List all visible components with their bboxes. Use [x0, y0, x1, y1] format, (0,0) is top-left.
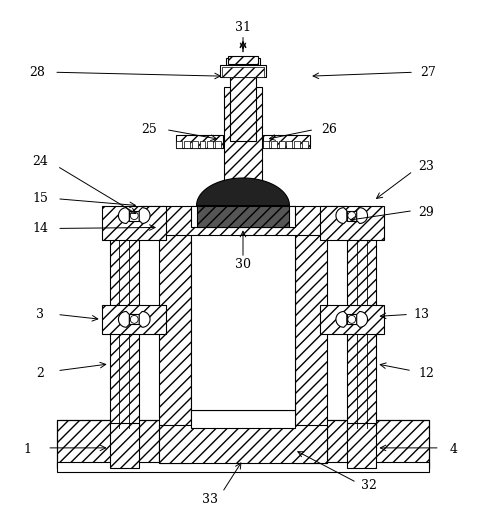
Bar [220, 65, 266, 77]
Text: 33: 33 [202, 493, 218, 506]
Bar [191, 142, 197, 148]
Text: 15: 15 [33, 192, 48, 205]
Bar [271, 142, 277, 148]
Text: 30: 30 [235, 259, 251, 271]
Bar [102, 206, 166, 240]
Text: 24: 24 [33, 155, 48, 167]
Text: 12: 12 [418, 367, 434, 380]
Text: 25: 25 [141, 123, 157, 136]
Bar [320, 206, 384, 240]
Bar [159, 225, 191, 463]
Polygon shape [357, 312, 367, 328]
Bar [176, 135, 223, 148]
Text: 3: 3 [36, 308, 44, 321]
Bar [295, 142, 300, 148]
Bar [347, 423, 377, 467]
Bar [184, 142, 190, 148]
Bar [224, 87, 262, 206]
Polygon shape [357, 208, 367, 224]
Bar [176, 142, 182, 148]
Polygon shape [139, 208, 150, 224]
Bar [109, 423, 139, 467]
Text: 14: 14 [33, 222, 48, 235]
Bar [226, 58, 260, 68]
Text: 31: 31 [235, 21, 251, 34]
Bar [347, 314, 357, 324]
Text: 27: 27 [420, 66, 436, 79]
Text: 23: 23 [418, 160, 434, 173]
Text: 29: 29 [418, 206, 434, 219]
Polygon shape [196, 178, 290, 206]
Text: 13: 13 [414, 308, 430, 321]
Text: 4: 4 [450, 444, 457, 456]
Circle shape [348, 315, 356, 323]
Bar [263, 142, 269, 148]
Polygon shape [336, 312, 347, 328]
Bar [191, 206, 295, 227]
Bar [159, 425, 327, 463]
Bar [215, 142, 221, 148]
Bar [129, 314, 139, 324]
Circle shape [130, 211, 138, 219]
Text: 1: 1 [23, 444, 32, 456]
Bar [230, 63, 256, 142]
Bar [320, 305, 384, 334]
Bar [287, 142, 293, 148]
Bar [57, 420, 429, 467]
Text: 26: 26 [321, 123, 337, 136]
Polygon shape [119, 208, 129, 224]
Text: 2: 2 [36, 367, 44, 380]
Bar [57, 462, 429, 472]
Bar [302, 142, 308, 148]
Bar [263, 135, 310, 148]
Bar [347, 216, 377, 428]
Circle shape [130, 315, 138, 323]
Polygon shape [336, 208, 347, 224]
Bar [208, 142, 213, 148]
Bar [191, 410, 295, 428]
Bar [102, 305, 166, 334]
Bar [295, 225, 327, 463]
Circle shape [348, 211, 356, 219]
Polygon shape [119, 312, 129, 328]
Bar [199, 142, 206, 148]
Bar [196, 206, 290, 227]
Text: 32: 32 [361, 479, 377, 492]
Bar [222, 67, 264, 77]
Bar [228, 56, 258, 64]
Bar [278, 142, 284, 148]
Bar [347, 210, 357, 220]
Bar [109, 216, 139, 428]
Bar [129, 210, 139, 220]
Text: 28: 28 [30, 66, 45, 79]
Bar [139, 206, 347, 235]
Bar [191, 227, 295, 410]
Polygon shape [139, 312, 150, 328]
